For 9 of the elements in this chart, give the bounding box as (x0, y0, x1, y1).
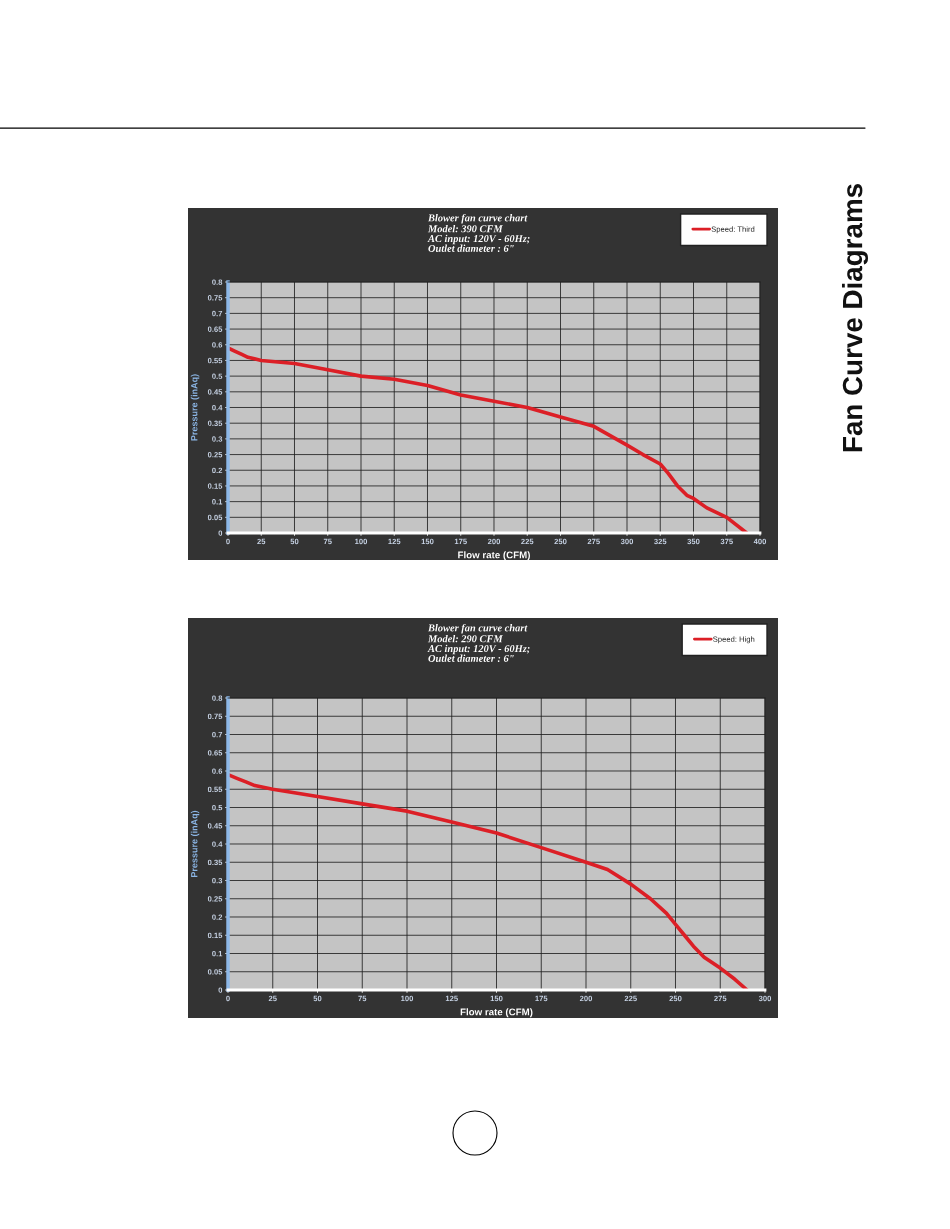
text: Fan Curve Diagrams (841, 184, 869, 452)
chart-subtitle: Model: 290 CFM AC input: 120V - 60Hz; Outlet diameter : 6" (427, 634, 530, 662)
x-axis-title: Flow rate (CFM) (458, 551, 530, 561)
chart-title: Blower fan curve chart (427, 214, 528, 224)
chart-subtitle: Model: 390 CFM AC input: 120V - 60Hz; Outlet diameter : 6" (427, 224, 530, 252)
y-axis-title: Pressure (inAq) (190, 374, 200, 441)
chart-title: Blower fan curve chart (427, 624, 528, 634)
y-axis-title: Pressure (inAq) (190, 810, 200, 878)
x-axis-title: Flow rate (CFM) (460, 1008, 533, 1018)
